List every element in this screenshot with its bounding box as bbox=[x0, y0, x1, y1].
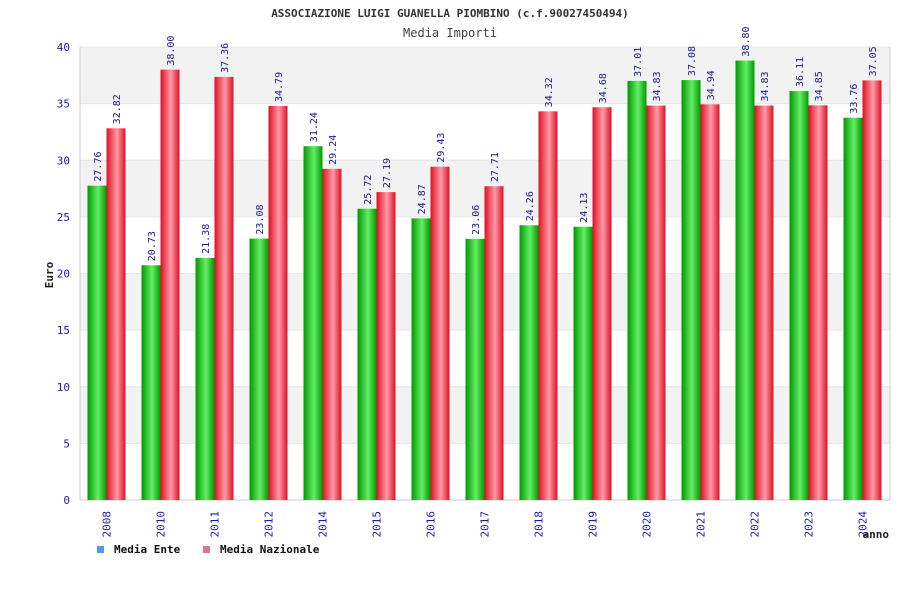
bar-label-media-nazionale: 27.19 bbox=[382, 158, 393, 188]
x-tick-label: 2015 bbox=[371, 511, 384, 538]
bar-label-media-ente: 21.38 bbox=[201, 224, 212, 254]
x-tick-label: 2008 bbox=[101, 511, 114, 538]
bar-label-media-nazionale: 34.94 bbox=[706, 70, 717, 100]
bar-media-ente bbox=[249, 238, 269, 500]
x-tick-label: 2017 bbox=[479, 511, 492, 538]
bar-label-media-ente: 37.08 bbox=[687, 46, 698, 76]
bar-label-media-ente: 24.13 bbox=[579, 193, 590, 223]
bar-label-media-ente: 37.01 bbox=[633, 47, 644, 77]
y-tick-label: 25 bbox=[57, 211, 70, 224]
x-tick-label: 2014 bbox=[317, 511, 330, 538]
y-tick-label: 20 bbox=[57, 268, 70, 281]
bar-label-media-ente: 24.87 bbox=[417, 184, 428, 214]
y-tick-label: 10 bbox=[57, 381, 70, 394]
bar-label-media-ente: 36.11 bbox=[795, 57, 806, 87]
bar-label-media-nazionale: 37.36 bbox=[220, 43, 231, 73]
bar-media-ente bbox=[519, 225, 539, 500]
y-tick-label: 40 bbox=[57, 41, 70, 54]
bar-media-nazionale bbox=[322, 168, 342, 500]
bar-media-nazionale bbox=[700, 104, 720, 500]
y-tick-label: 5 bbox=[63, 437, 70, 450]
bar-label-media-ente: 38.80 bbox=[741, 26, 752, 56]
bar-label-media-ente: 25.72 bbox=[363, 175, 374, 205]
x-tick-label: 2022 bbox=[749, 511, 762, 538]
x-tick-label: 2023 bbox=[803, 511, 816, 538]
bar-label-media-nazionale: 34.83 bbox=[652, 71, 663, 101]
bar-media-ente bbox=[357, 208, 377, 500]
x-tick-label: 2010 bbox=[155, 511, 168, 538]
x-axis-ticks: 2008 2010 2011 2012 2014 2015 2016 2017 2018 2019… bbox=[101, 511, 870, 538]
bar-label-media-ente: 24.26 bbox=[525, 191, 536, 221]
bar-media-ente bbox=[735, 60, 755, 501]
bar-media-nazionale bbox=[484, 186, 504, 500]
bar-media-nazionale bbox=[214, 76, 234, 500]
bar-media-nazionale bbox=[592, 107, 612, 501]
bar-media-nazionale bbox=[862, 80, 882, 500]
bar-label-media-nazionale: 34.83 bbox=[760, 71, 771, 101]
bar-label-media-nazionale: 29.43 bbox=[436, 133, 447, 163]
bar-label-media-nazionale: 34.32 bbox=[544, 77, 555, 107]
bar-label-media-nazionale: 34.68 bbox=[598, 73, 609, 103]
bar-media-nazionale bbox=[646, 105, 666, 501]
chart-subtitle: Media Importi bbox=[403, 26, 497, 40]
bar-media-nazionale bbox=[538, 111, 558, 501]
y-axis-label: Euro bbox=[43, 261, 56, 288]
bar-label-media-nazionale: 37.05 bbox=[868, 46, 879, 76]
bars-group bbox=[87, 60, 882, 501]
bar-media-nazionale bbox=[106, 128, 126, 500]
legend-swatch-media-nazionale bbox=[203, 546, 210, 553]
bar-media-ente bbox=[303, 146, 323, 500]
bar-label-media-nazionale: 34.85 bbox=[814, 71, 825, 101]
y-tick-label: 15 bbox=[57, 324, 70, 337]
bar-label-media-ente: 23.06 bbox=[471, 205, 482, 235]
bar-media-ente bbox=[627, 80, 647, 500]
bar-label-media-ente: 33.76 bbox=[849, 84, 860, 114]
x-tick-label: 2016 bbox=[425, 511, 438, 538]
x-tick-label: 2024 bbox=[857, 511, 870, 538]
bar-label-media-nazionale: 38.00 bbox=[166, 36, 177, 66]
x-tick-label: 2019 bbox=[587, 511, 600, 538]
bar-label-media-ente: 20.73 bbox=[147, 231, 158, 261]
bar-label-media-ente: 23.08 bbox=[255, 205, 266, 235]
y-axis-ticks: 0 5 10 15 20 25 30 35 40 bbox=[57, 41, 70, 507]
bar-media-ente bbox=[87, 185, 107, 501]
bar-media-ente bbox=[411, 218, 431, 501]
bar-media-nazionale bbox=[376, 192, 396, 501]
bar-media-ente bbox=[465, 238, 485, 500]
bar-label-media-nazionale: 27.71 bbox=[490, 152, 501, 182]
bar-media-ente bbox=[573, 226, 593, 500]
y-tick-label: 0 bbox=[63, 494, 70, 507]
bar-media-nazionale bbox=[160, 69, 180, 501]
x-tick-label: 2011 bbox=[209, 511, 222, 538]
bar-label-media-ente: 31.24 bbox=[309, 112, 320, 142]
bar-media-ente bbox=[681, 80, 701, 500]
bar-media-nazionale bbox=[754, 105, 774, 501]
bar-media-ente bbox=[141, 265, 161, 500]
bar-label-media-nazionale: 32.82 bbox=[112, 94, 123, 124]
y-tick-label: 30 bbox=[57, 154, 70, 167]
legend: Media Ente Media Nazionale bbox=[97, 543, 320, 556]
bar-labels-group: 27.76 32.82 20.73 38.00 21.38 37.36 23.08 34.79… bbox=[93, 26, 879, 261]
bar-media-nazionale bbox=[808, 105, 828, 500]
bar-media-ente bbox=[843, 117, 863, 500]
chart-title: ASSOCIAZIONE LUIGI GUANELLA PIOMBINO (c.… bbox=[271, 7, 629, 20]
bar-media-nazionale bbox=[430, 166, 450, 500]
legend-label-media-nazionale: Media Nazionale bbox=[220, 543, 320, 556]
x-tick-label: 2018 bbox=[533, 511, 546, 538]
bar-label-media-nazionale: 29.24 bbox=[328, 135, 339, 165]
legend-label-media-ente: Media Ente bbox=[114, 543, 181, 556]
bar-label-media-ente: 27.76 bbox=[93, 152, 104, 182]
legend-swatch-media-ente bbox=[97, 546, 104, 553]
x-tick-label: 2021 bbox=[695, 511, 708, 538]
bar-media-ente bbox=[789, 91, 809, 500]
x-tick-label: 2020 bbox=[641, 511, 654, 538]
x-axis-label: anno bbox=[863, 528, 890, 541]
x-tick-label: 2012 bbox=[263, 511, 276, 538]
bar-label-media-nazionale: 34.79 bbox=[274, 72, 285, 102]
bar-media-ente bbox=[195, 257, 215, 500]
y-tick-label: 35 bbox=[57, 98, 70, 111]
bar-media-nazionale bbox=[268, 106, 288, 501]
